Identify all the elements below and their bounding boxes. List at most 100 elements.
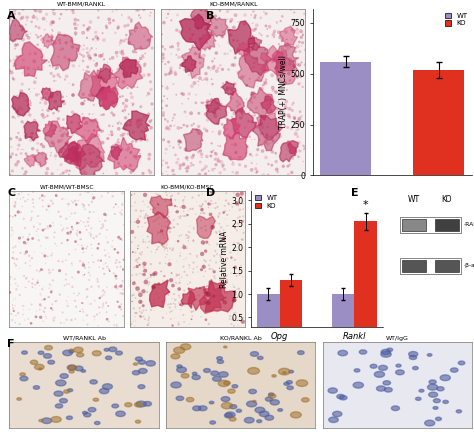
Point: [177, 204, 184, 211]
Point: [10, 203, 18, 210]
Point: [204, 117, 211, 124]
Point: [148, 248, 155, 255]
Point: [134, 219, 142, 226]
Point: [189, 206, 196, 213]
Point: [130, 191, 138, 197]
Point: [37, 301, 45, 308]
Point: [119, 280, 127, 286]
Circle shape: [437, 387, 444, 391]
Point: [219, 80, 227, 87]
Point: [71, 197, 79, 204]
Point: [202, 227, 210, 234]
Point: [61, 100, 68, 107]
Point: [73, 201, 80, 208]
Point: [58, 137, 65, 144]
Circle shape: [458, 361, 465, 365]
Point: [187, 222, 194, 229]
Point: [210, 253, 218, 260]
Point: [248, 46, 256, 53]
Point: [26, 257, 34, 264]
Point: [261, 67, 269, 74]
Point: [164, 292, 172, 299]
Point: [262, 154, 270, 161]
Point: [27, 88, 35, 95]
Point: [98, 52, 106, 59]
Point: [202, 25, 210, 32]
Polygon shape: [180, 14, 210, 51]
Point: [250, 54, 257, 60]
Point: [273, 166, 281, 173]
Point: [283, 36, 291, 43]
Point: [58, 222, 65, 229]
Point: [24, 233, 32, 240]
Point: [117, 290, 124, 297]
Point: [106, 56, 114, 63]
Circle shape: [396, 370, 404, 375]
Circle shape: [199, 406, 207, 411]
Point: [180, 256, 188, 263]
Point: [267, 108, 274, 114]
Point: [16, 52, 23, 59]
Point: [154, 245, 161, 252]
Point: [118, 200, 126, 207]
Point: [36, 282, 43, 289]
Point: [66, 213, 73, 220]
Point: [203, 238, 210, 245]
Point: [237, 114, 245, 121]
Point: [11, 199, 19, 206]
Point: [95, 148, 102, 155]
Point: [248, 92, 256, 98]
Point: [63, 281, 71, 288]
Point: [91, 297, 99, 304]
Point: [296, 121, 303, 128]
Circle shape: [210, 401, 214, 404]
Point: [112, 201, 119, 208]
Point: [92, 133, 100, 140]
Point: [30, 13, 37, 20]
Point: [137, 14, 144, 21]
Polygon shape: [261, 45, 287, 76]
Circle shape: [104, 349, 109, 351]
Point: [236, 206, 244, 213]
Point: [166, 229, 173, 235]
Point: [38, 286, 46, 293]
Point: [10, 63, 18, 70]
Point: [177, 213, 184, 219]
Point: [105, 254, 112, 261]
Point: [83, 295, 91, 302]
Point: [234, 215, 242, 222]
Point: [220, 226, 228, 233]
Point: [269, 59, 276, 66]
Point: [47, 149, 55, 156]
Circle shape: [269, 393, 274, 396]
Point: [186, 206, 194, 213]
Point: [262, 80, 270, 87]
Point: [178, 100, 186, 107]
Point: [180, 200, 188, 206]
Point: [115, 203, 122, 210]
Circle shape: [221, 403, 232, 409]
Point: [210, 293, 218, 300]
Point: [141, 113, 148, 120]
Point: [64, 125, 71, 132]
Point: [123, 97, 130, 104]
Point: [213, 230, 220, 237]
Point: [183, 168, 191, 175]
Point: [46, 269, 54, 276]
Point: [193, 198, 201, 205]
Point: [59, 124, 67, 131]
Point: [109, 188, 117, 195]
Circle shape: [255, 407, 265, 413]
Point: [50, 141, 57, 148]
Point: [91, 170, 98, 177]
Point: [153, 280, 161, 287]
Point: [201, 47, 209, 54]
Point: [24, 196, 32, 203]
Point: [23, 274, 31, 281]
Point: [254, 76, 261, 83]
Point: [23, 17, 31, 24]
Point: [219, 121, 226, 128]
Point: [19, 14, 27, 21]
Point: [290, 28, 297, 35]
Point: [123, 70, 130, 77]
